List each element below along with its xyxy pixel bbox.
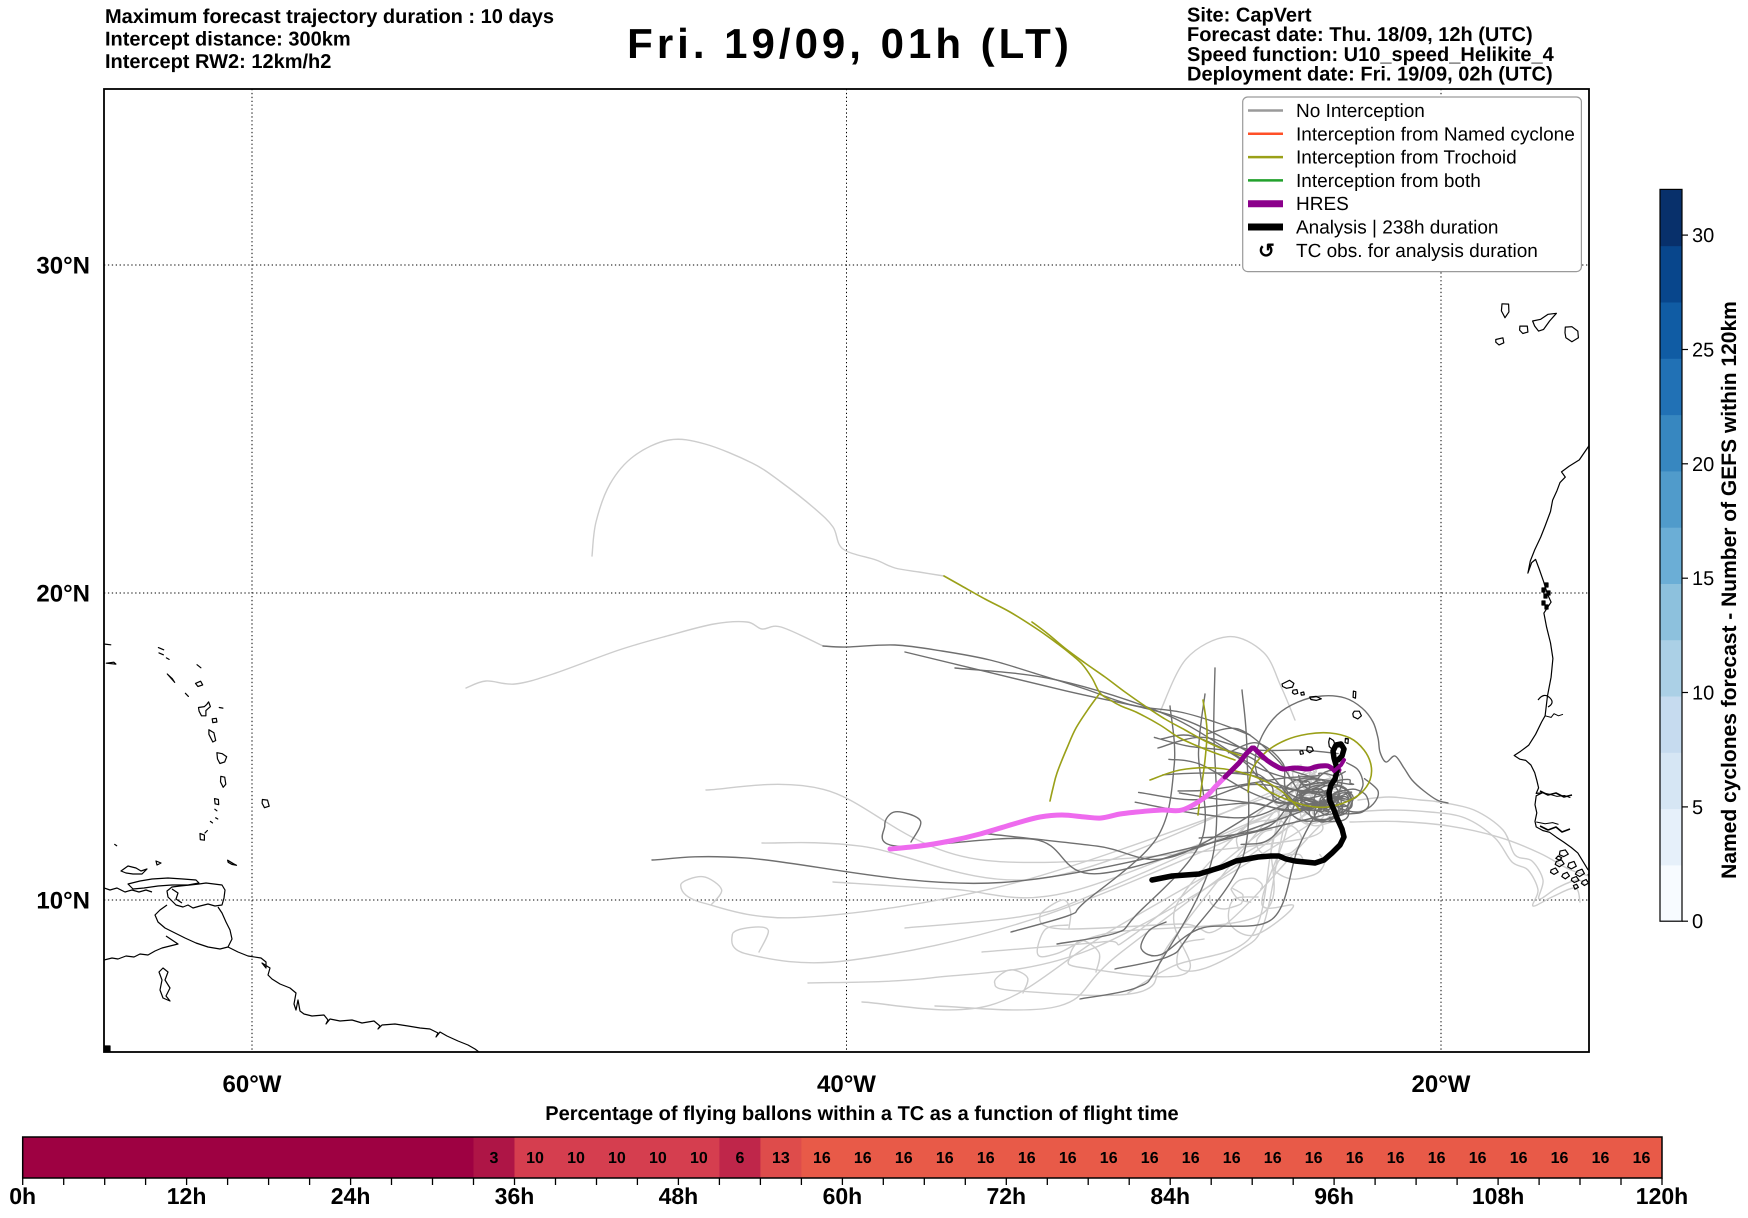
svg-text:Percentage of flying ballons w: Percentage of flying ballons within a TC… [545, 1103, 1178, 1125]
svg-text:16: 16 [1633, 1150, 1651, 1167]
svg-text:0h: 0h [9, 1183, 36, 1209]
svg-text:10: 10 [526, 1150, 544, 1167]
svg-text:↺: ↺ [1258, 240, 1275, 262]
svg-text:10: 10 [649, 1150, 667, 1167]
svg-text:108h: 108h [1472, 1183, 1524, 1209]
svg-text:96h: 96h [1314, 1183, 1354, 1209]
svg-text:Site: CapVert: Site: CapVert [1187, 5, 1312, 27]
svg-text:16: 16 [1141, 1150, 1159, 1167]
svg-text:60h: 60h [823, 1183, 863, 1209]
svg-text:No Interception: No Interception [1296, 101, 1425, 122]
svg-text:16: 16 [936, 1150, 954, 1167]
svg-text:16: 16 [1264, 1150, 1282, 1167]
svg-text:Forecast date: Thu. 18/09, 12h: Forecast date: Thu. 18/09, 12h (UTC) [1187, 24, 1533, 46]
svg-text:16: 16 [1592, 1150, 1610, 1167]
svg-text:16: 16 [1100, 1150, 1118, 1167]
svg-text:20: 20 [1692, 454, 1714, 476]
svg-text:Intercept distance: 300km: Intercept distance: 300km [105, 29, 351, 51]
svg-text:15: 15 [1692, 568, 1714, 590]
svg-text:HRES: HRES [1296, 194, 1349, 215]
svg-text:10: 10 [608, 1150, 626, 1167]
svg-text:16: 16 [1428, 1150, 1446, 1167]
svg-text:Named cyclones forecast - Numb: Named cyclones forecast - Number of GEFS… [1718, 301, 1741, 879]
svg-text:Analysis | 238h duration: Analysis | 238h duration [1296, 218, 1498, 239]
svg-text:Deployment date: Fri. 19/09, 0: Deployment date: Fri. 19/09, 02h (UTC) [1187, 64, 1553, 86]
svg-text:Speed function: U10_speed_Heli: Speed function: U10_speed_Helikite_4 [1187, 44, 1555, 66]
svg-text:16: 16 [1305, 1150, 1323, 1167]
svg-text:48h: 48h [659, 1183, 699, 1209]
svg-text:36h: 36h [495, 1183, 535, 1209]
svg-text:30: 30 [1692, 225, 1714, 247]
svg-text:72h: 72h [986, 1183, 1026, 1209]
svg-text:30°N: 30°N [36, 253, 90, 280]
svg-text:16: 16 [813, 1150, 831, 1167]
svg-text:20°N: 20°N [36, 581, 90, 608]
svg-text:6: 6 [735, 1150, 744, 1167]
svg-text:Interception from Named cyclon: Interception from Named cyclone [1296, 124, 1575, 145]
svg-text:16: 16 [1510, 1150, 1528, 1167]
svg-text:16: 16 [1469, 1150, 1487, 1167]
svg-text:Interception from both: Interception from both [1296, 171, 1481, 192]
svg-text:16: 16 [1346, 1150, 1364, 1167]
svg-text:10°N: 10°N [36, 888, 90, 915]
svg-text:84h: 84h [1150, 1183, 1190, 1209]
svg-text:3: 3 [490, 1150, 499, 1167]
svg-text:5: 5 [1692, 797, 1703, 819]
svg-text:20°W: 20°W [1412, 1071, 1471, 1098]
svg-text:Fri. 19/09, 01h (LT): Fri. 19/09, 01h (LT) [627, 20, 1073, 67]
svg-text:Maximum forecast trajectory du: Maximum forecast trajectory duration : 1… [105, 6, 554, 28]
svg-text:Interception from Trochoid: Interception from Trochoid [1296, 148, 1517, 169]
svg-text:10: 10 [1692, 683, 1714, 705]
svg-text:16: 16 [854, 1150, 872, 1167]
svg-text:16: 16 [1018, 1150, 1036, 1167]
svg-text:120h: 120h [1636, 1183, 1688, 1209]
svg-text:25: 25 [1692, 340, 1714, 362]
svg-text:16: 16 [1551, 1150, 1569, 1167]
svg-text:16: 16 [1223, 1150, 1241, 1167]
svg-text:12h: 12h [167, 1183, 207, 1209]
svg-text:16: 16 [895, 1150, 913, 1167]
svg-text:40°W: 40°W [817, 1071, 876, 1098]
svg-text:Intercept RW2: 12km/h2: Intercept RW2: 12km/h2 [105, 51, 331, 73]
svg-text:16: 16 [1387, 1150, 1405, 1167]
svg-text:16: 16 [1182, 1150, 1200, 1167]
svg-text:0: 0 [1692, 911, 1703, 933]
svg-text:60°W: 60°W [223, 1071, 282, 1098]
svg-text:16: 16 [977, 1150, 995, 1167]
svg-text:TC obs. for analysis duration: TC obs. for analysis duration [1296, 241, 1538, 262]
svg-text:24h: 24h [331, 1183, 371, 1209]
svg-text:13: 13 [772, 1150, 790, 1167]
svg-text:10: 10 [567, 1150, 585, 1167]
svg-text:10: 10 [690, 1150, 708, 1167]
svg-text:16: 16 [1059, 1150, 1077, 1167]
